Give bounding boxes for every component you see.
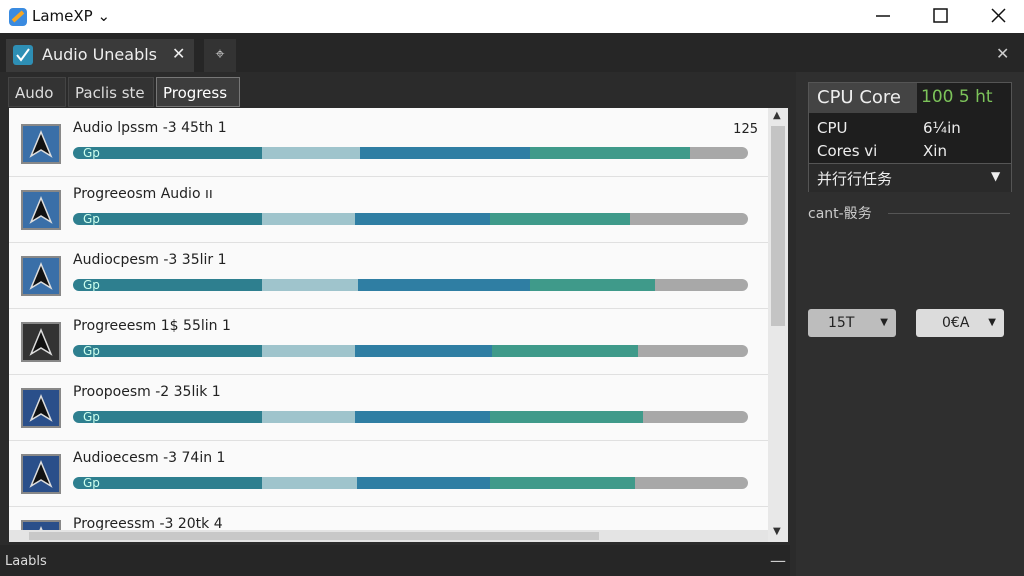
progress-label: Gp	[83, 146, 100, 160]
progress-segment	[490, 213, 630, 225]
app-icon	[9, 8, 27, 26]
progress-segment	[355, 345, 492, 357]
progress-remaining	[635, 477, 748, 489]
cpu-core-value: 100 5 ht	[921, 87, 993, 107]
cpu-cores-label: Cores vi	[817, 142, 878, 160]
progress-segment	[73, 345, 262, 357]
progress-segment	[73, 279, 262, 291]
new-tab-button[interactable]: ⌖	[204, 39, 236, 72]
progress-segment	[530, 279, 655, 291]
list-row[interactable]: Audio lpssm -3 45th 1 125 Gp	[9, 110, 768, 177]
cpu-table: CPU Core 100 5 ht CPU Cores vi 6¼in Xin …	[808, 82, 1012, 192]
dropdown[interactable]: 15T ▼	[808, 309, 896, 337]
file-name: Audioecesm -3 74in 1	[73, 450, 226, 466]
progress-segment	[490, 411, 643, 423]
list-row[interactable]: Progreeosm Audio ıı Gp	[9, 176, 768, 243]
status-bar: Laabls —	[0, 545, 790, 576]
tab-icon	[13, 45, 33, 65]
status-label: Laabls	[5, 554, 47, 569]
file-icon	[21, 388, 61, 428]
title-bar: LameXP ⌄	[0, 0, 1024, 33]
file-icon	[21, 256, 61, 296]
list-row[interactable]: Audiocpesm -3 35lir 1 Gp	[9, 242, 768, 309]
list-row[interactable]: Proopoesm -2 35lik 1 Gp	[9, 374, 768, 441]
progress-segment	[73, 213, 262, 225]
progress-label: Gp	[83, 278, 100, 292]
progress-segment	[492, 345, 638, 357]
sub-tab[interactable]: Audo	[8, 77, 66, 107]
progress-segment	[355, 411, 490, 423]
horizontal-scrollbar[interactable]	[9, 530, 768, 542]
file-icon	[21, 454, 61, 494]
tab-label: Audio Uneabls	[42, 45, 157, 64]
list-row[interactable]: Progreeesm 1$ 55lin 1 Gp	[9, 308, 768, 375]
tab[interactable]: Audio Uneabls ✕	[6, 39, 194, 72]
progress-segment	[73, 147, 262, 159]
dropdown-value: 15T	[828, 315, 855, 331]
progress-remaining	[630, 213, 748, 225]
cpu-cores-label: CPU	[817, 119, 848, 137]
progress-segment	[262, 279, 358, 291]
progress-remaining	[655, 279, 748, 291]
list-row[interactable]: Audioecesm -3 74in 1 Gp	[9, 440, 768, 507]
file-icon	[21, 190, 61, 230]
progress-remaining	[690, 147, 748, 159]
file-name: Progreeesm 1$ 55lin 1	[73, 318, 231, 334]
section-label: cant-骰务	[808, 206, 872, 222]
progress-segment	[262, 147, 360, 159]
parallel-label: 并行行任务	[817, 170, 893, 188]
file-value: 125	[733, 122, 758, 137]
progress-segment	[358, 279, 530, 291]
progress-label: Gp	[83, 410, 100, 424]
progress-label: Gp	[83, 344, 100, 358]
file-name: Audio lpssm -3 45th 1	[73, 120, 227, 136]
file-icon	[21, 124, 61, 164]
file-name: Progreessm -3 20tk 4	[73, 516, 223, 532]
progress-label: Gp	[83, 212, 100, 226]
file-icon	[21, 322, 61, 362]
tab-close[interactable]: ✕	[172, 44, 186, 63]
panel-close[interactable]: ✕	[996, 44, 1010, 63]
file-list: Audio lpssm -3 45th 1 125 Gp Progreeosm Aud…	[9, 108, 768, 542]
progress-segment	[262, 477, 357, 489]
progress-remaining	[638, 345, 748, 357]
dropdown-value: 0€A	[942, 315, 970, 331]
dropdown[interactable]: 0€A ▼	[916, 309, 1004, 337]
parallel-dropdown[interactable]: 并行行任务 ▼	[809, 163, 1011, 192]
progress-segment	[262, 411, 355, 423]
cpu-cores-value: Xin	[923, 142, 947, 160]
progress-segment	[357, 477, 490, 489]
file-name: Proopoesm -2 35lik 1	[73, 384, 221, 400]
cpu-cores-value: 6¼in	[923, 119, 961, 137]
progress-segment	[360, 147, 530, 159]
progress-segment	[530, 147, 690, 159]
progress-segment	[262, 213, 355, 225]
side-panel: CPU Core 100 5 ht CPU Cores vi 6¼in Xin …	[796, 72, 1024, 576]
minimize-panel[interactable]: —	[770, 551, 786, 570]
progress-segment	[73, 411, 262, 423]
progress-segment	[262, 345, 355, 357]
progress-segment	[490, 477, 635, 489]
progress-segment	[73, 477, 262, 489]
vertical-scrollbar[interactable]: ▲ ▼	[768, 108, 788, 542]
file-name: Audiocpesm -3 35lir 1	[73, 252, 227, 268]
sub-tab[interactable]: Paclis ste	[68, 77, 154, 107]
cpu-core-label: CPU Core	[817, 87, 901, 108]
progress-remaining	[643, 411, 748, 423]
window-controls[interactable]	[860, 0, 1024, 33]
sub-tab[interactable]: Progress	[156, 77, 240, 107]
window-title: LameXP ⌄	[32, 7, 111, 25]
progress-segment	[355, 213, 490, 225]
progress-label: Gp	[83, 476, 100, 490]
file-name: Progreeosm Audio ıı	[73, 186, 213, 202]
